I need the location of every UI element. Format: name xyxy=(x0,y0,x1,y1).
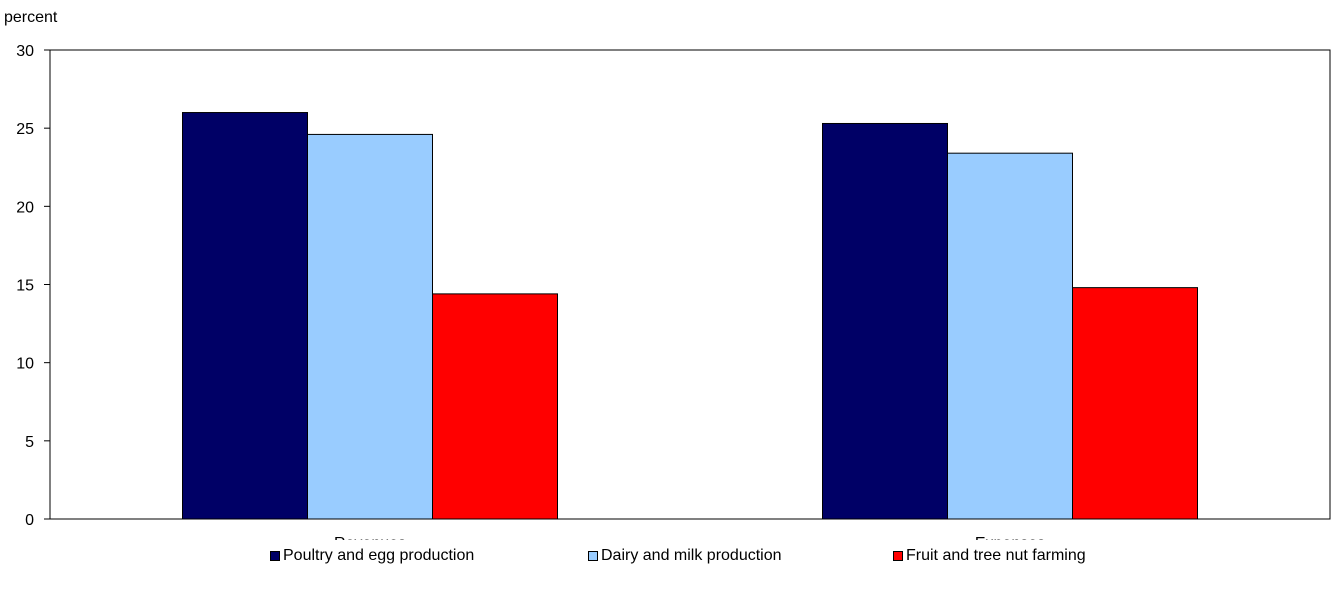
legend-label: Poultry and egg production xyxy=(283,547,475,564)
bar-expenses-series-1 xyxy=(947,152,1073,520)
legend-swatch xyxy=(588,551,598,561)
y-tick-label: 10 xyxy=(16,356,34,373)
bar-revenues-series-2 xyxy=(432,293,558,520)
y-tick-label: 30 xyxy=(16,43,34,60)
category-label: Expenses xyxy=(975,535,1045,540)
legend: Poultry and egg production Dairy and milk… xyxy=(0,544,1336,568)
legend-label: Fruit and tree nut farming xyxy=(906,547,1086,564)
category-labels: Revenues Expenses xyxy=(334,535,1045,540)
y-axis-ticks: 0 5 10 15 20 25 30 xyxy=(16,43,50,529)
plot-area-border xyxy=(49,49,1331,520)
y-tick-label: 25 xyxy=(16,121,34,138)
legend-swatch xyxy=(270,551,280,561)
bar-revenues-series-0 xyxy=(182,112,308,520)
legend-item: Poultry and egg production xyxy=(270,544,474,568)
y-tick-label: 20 xyxy=(16,199,34,216)
bar-revenues-series-1 xyxy=(307,133,433,520)
category-label: Revenues xyxy=(334,535,406,540)
bar-chart: percent 0 5 10 15 20 25 30 Revenues Expenses xyxy=(4,9,1331,540)
legend-label: Dairy and milk production xyxy=(601,547,782,564)
y-tick-label: 15 xyxy=(16,278,34,295)
legend-swatch xyxy=(893,551,903,561)
bars xyxy=(182,112,1198,520)
legend-item: Dairy and milk production xyxy=(588,544,782,568)
bar-expenses-series-2 xyxy=(1072,287,1198,520)
y-tick-label: 5 xyxy=(25,434,34,451)
bar-expenses-series-0 xyxy=(822,122,948,520)
legend-item: Fruit and tree nut farming xyxy=(893,544,1086,568)
y-unit-label: percent xyxy=(4,9,58,26)
y-tick-label: 0 xyxy=(25,512,34,529)
